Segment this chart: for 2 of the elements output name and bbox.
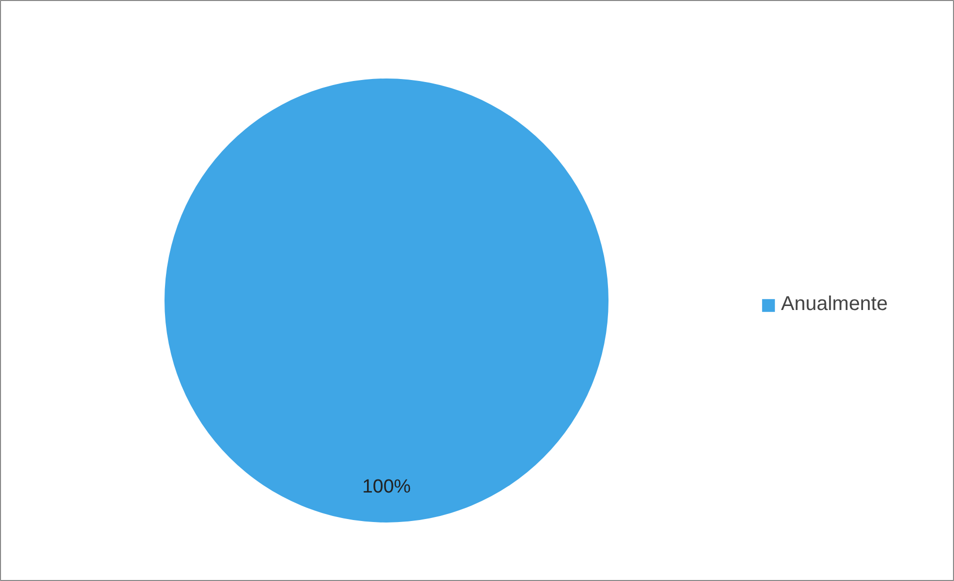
legend-label: Anualmente xyxy=(781,293,888,316)
data-label: 100% xyxy=(362,476,411,498)
